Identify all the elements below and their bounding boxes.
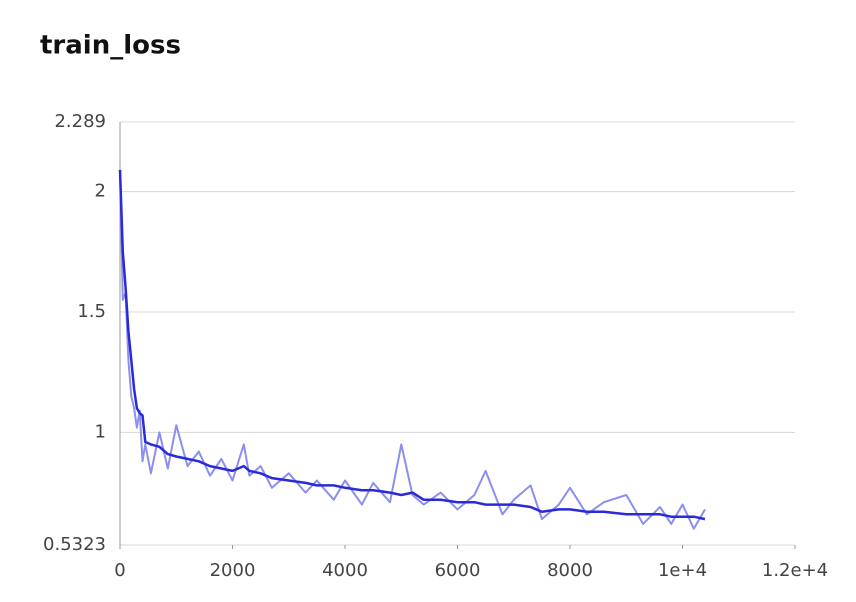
x-tick-label: 4000 <box>322 560 368 581</box>
x-tick-label: 0 <box>114 560 125 581</box>
x-tick-label: 8000 <box>547 560 593 581</box>
y-tick-label: 1 <box>95 421 106 442</box>
y-tick-label: 1.5 <box>77 301 106 322</box>
chart-title: train_loss <box>40 31 181 61</box>
x-tick-label: 2000 <box>210 560 256 581</box>
y-tick-label: 2.289 <box>54 111 106 132</box>
x-tick-label: 1e+4 <box>658 560 707 581</box>
x-tick-label: 1.2e+4 <box>762 560 828 581</box>
series-line <box>119 169 706 530</box>
series-line <box>118 169 706 521</box>
y-tick-label: 0.5323 <box>43 534 106 555</box>
y-tick-label: 2 <box>95 181 106 202</box>
x-tick-label: 6000 <box>435 560 481 581</box>
